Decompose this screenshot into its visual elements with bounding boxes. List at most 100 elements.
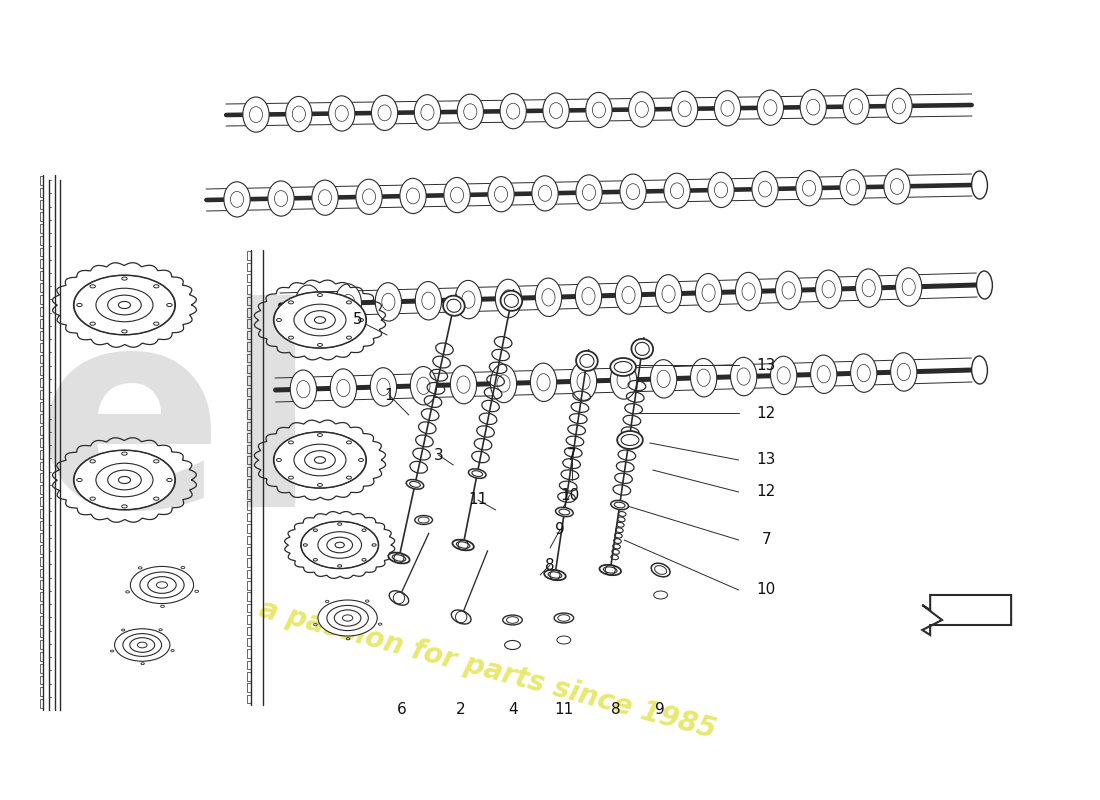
Bar <box>246 251 251 260</box>
Bar <box>40 200 44 209</box>
Bar <box>246 445 251 453</box>
Ellipse shape <box>757 90 783 126</box>
Ellipse shape <box>300 522 378 569</box>
Bar <box>246 308 251 317</box>
Ellipse shape <box>416 282 441 320</box>
Text: 9: 9 <box>556 522 564 538</box>
Ellipse shape <box>268 181 294 216</box>
Bar <box>246 286 251 294</box>
Ellipse shape <box>656 274 682 313</box>
Ellipse shape <box>500 290 522 311</box>
Bar <box>40 557 44 566</box>
Ellipse shape <box>556 507 573 517</box>
Ellipse shape <box>628 92 654 127</box>
Ellipse shape <box>886 88 912 123</box>
Ellipse shape <box>971 356 988 384</box>
Ellipse shape <box>815 270 842 309</box>
Ellipse shape <box>650 360 676 398</box>
Ellipse shape <box>415 94 441 130</box>
Bar <box>40 354 44 363</box>
Ellipse shape <box>444 178 470 213</box>
Text: 4: 4 <box>508 702 518 718</box>
Ellipse shape <box>536 278 562 317</box>
Ellipse shape <box>495 279 521 318</box>
Ellipse shape <box>891 353 917 391</box>
Bar <box>40 247 44 257</box>
Ellipse shape <box>664 173 690 208</box>
Bar <box>246 558 251 566</box>
Ellipse shape <box>796 170 822 206</box>
Ellipse shape <box>406 479 424 489</box>
Ellipse shape <box>576 351 597 371</box>
Ellipse shape <box>708 172 734 207</box>
Bar <box>246 672 251 681</box>
Bar <box>40 212 44 221</box>
Text: 7: 7 <box>761 533 771 547</box>
Bar <box>246 422 251 430</box>
Ellipse shape <box>895 268 922 306</box>
Bar <box>40 236 44 245</box>
Ellipse shape <box>312 180 338 215</box>
Bar <box>40 497 44 506</box>
Bar <box>246 694 251 703</box>
Ellipse shape <box>400 178 426 214</box>
Ellipse shape <box>620 174 646 210</box>
Bar <box>246 638 251 646</box>
Ellipse shape <box>114 629 169 662</box>
Ellipse shape <box>840 170 866 205</box>
Bar <box>246 330 251 339</box>
Ellipse shape <box>843 89 869 124</box>
Bar <box>40 330 44 340</box>
Text: 12: 12 <box>757 406 776 421</box>
Ellipse shape <box>736 272 761 310</box>
Ellipse shape <box>224 182 250 217</box>
Bar <box>246 456 251 465</box>
Text: 2: 2 <box>456 702 466 718</box>
Bar <box>246 535 251 544</box>
Ellipse shape <box>617 431 642 449</box>
Bar <box>40 486 44 494</box>
Ellipse shape <box>74 275 176 335</box>
Ellipse shape <box>329 96 355 131</box>
Bar <box>246 513 251 522</box>
Ellipse shape <box>503 615 522 625</box>
Ellipse shape <box>410 366 437 405</box>
Ellipse shape <box>856 269 882 307</box>
Bar <box>40 521 44 530</box>
Text: 11: 11 <box>469 493 487 507</box>
Text: 10: 10 <box>560 487 580 502</box>
Ellipse shape <box>651 563 670 577</box>
Ellipse shape <box>610 358 636 376</box>
Ellipse shape <box>800 90 826 125</box>
Text: 12: 12 <box>757 485 776 499</box>
Ellipse shape <box>610 501 628 510</box>
Ellipse shape <box>850 354 877 392</box>
Bar <box>40 176 44 185</box>
Ellipse shape <box>530 363 557 402</box>
Ellipse shape <box>455 281 482 318</box>
Ellipse shape <box>600 565 621 575</box>
Ellipse shape <box>714 90 740 126</box>
Text: 10: 10 <box>757 582 776 598</box>
Text: 3: 3 <box>433 447 443 462</box>
Ellipse shape <box>575 277 602 315</box>
Bar <box>246 410 251 419</box>
Text: 1: 1 <box>384 387 394 402</box>
Ellipse shape <box>488 177 514 212</box>
Bar <box>40 414 44 423</box>
Ellipse shape <box>691 358 717 397</box>
Ellipse shape <box>330 369 356 407</box>
Ellipse shape <box>274 292 366 348</box>
Bar <box>246 661 251 669</box>
Ellipse shape <box>730 358 757 396</box>
Ellipse shape <box>318 600 377 636</box>
Bar <box>40 569 44 578</box>
Bar <box>246 604 251 612</box>
Bar <box>40 509 44 518</box>
Ellipse shape <box>586 93 612 127</box>
Text: 8: 8 <box>612 702 621 718</box>
Ellipse shape <box>615 276 641 314</box>
Ellipse shape <box>695 274 722 312</box>
Bar <box>40 259 44 268</box>
Ellipse shape <box>372 95 398 130</box>
